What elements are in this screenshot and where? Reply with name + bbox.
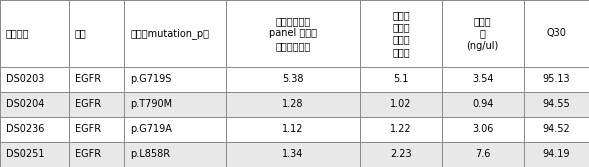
- Text: 1.28: 1.28: [282, 99, 303, 109]
- Text: 94.52: 94.52: [542, 124, 570, 134]
- Bar: [0, 67, 589, 92]
- Text: 本发明的引物
panel 检测的
位点突变频率: 本发明的引物 panel 检测的 位点突变频率: [269, 16, 317, 51]
- Text: p.L858R: p.L858R: [130, 149, 170, 159]
- Text: 95.13: 95.13: [542, 74, 570, 84]
- Text: 1.12: 1.12: [282, 124, 303, 134]
- Text: 3.06: 3.06: [472, 124, 494, 134]
- Text: p.T790M: p.T790M: [130, 99, 173, 109]
- Bar: [0, 142, 589, 167]
- Bar: [0, 0, 589, 67]
- Text: 7.6: 7.6: [475, 149, 490, 159]
- Text: Q30: Q30: [547, 28, 566, 38]
- Text: 百适博
检测的
位点突
变频率: 百适博 检测的 位点突 变频率: [392, 10, 410, 57]
- Text: p.G719A: p.G719A: [130, 124, 172, 134]
- Text: 样本编号: 样本编号: [6, 28, 29, 38]
- Text: 突变（mutation_p）: 突变（mutation_p）: [130, 28, 209, 39]
- Text: p.G719S: p.G719S: [130, 74, 171, 84]
- Text: 94.19: 94.19: [542, 149, 570, 159]
- Text: 1.22: 1.22: [390, 124, 412, 134]
- Text: 5.1: 5.1: [393, 74, 409, 84]
- Text: EGFR: EGFR: [75, 74, 101, 84]
- Text: 1.02: 1.02: [390, 99, 412, 109]
- Bar: [0, 92, 589, 117]
- Text: EGFR: EGFR: [75, 149, 101, 159]
- Text: 1.34: 1.34: [282, 149, 303, 159]
- Text: 3.54: 3.54: [472, 74, 494, 84]
- Text: 2.23: 2.23: [390, 149, 412, 159]
- Text: DS0236: DS0236: [6, 124, 44, 134]
- Text: 文库浓
度
(ng/ul): 文库浓 度 (ng/ul): [466, 16, 499, 51]
- Text: EGFR: EGFR: [75, 99, 101, 109]
- Text: 0.94: 0.94: [472, 99, 494, 109]
- Text: 基因: 基因: [75, 28, 87, 38]
- Bar: [0, 117, 589, 142]
- Text: DS0204: DS0204: [6, 99, 44, 109]
- Text: 94.55: 94.55: [542, 99, 570, 109]
- Text: DS0251: DS0251: [6, 149, 44, 159]
- Text: EGFR: EGFR: [75, 124, 101, 134]
- Text: DS0203: DS0203: [6, 74, 44, 84]
- Text: 5.38: 5.38: [282, 74, 303, 84]
